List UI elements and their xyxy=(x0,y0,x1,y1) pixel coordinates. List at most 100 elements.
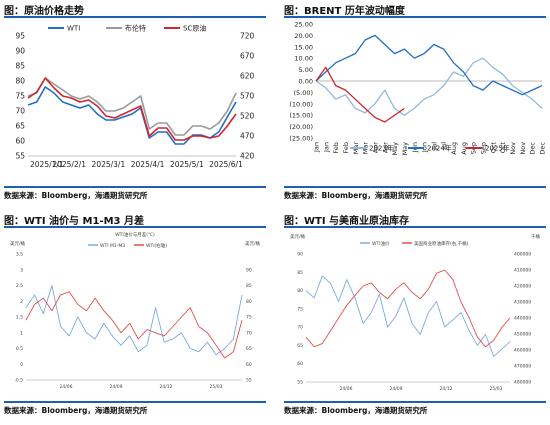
legend-label: 美国商业原油库存(右,千桶) xyxy=(414,240,469,247)
left-unit-label: 美元/桶 xyxy=(290,233,306,240)
y-tick-label: (5.00) xyxy=(293,89,313,97)
chart-crude-price-trend: 55 60 65 70 75 80 85 90 95 420 470 520 570 620 670 720 2… xyxy=(15,24,255,170)
x-tick-label: Apr xyxy=(381,142,389,154)
series-line xyxy=(305,275,511,357)
y-tick-label: (25.00) xyxy=(289,135,313,143)
y2-tick-label: 430000 xyxy=(514,300,531,306)
y-tick-label: 70 xyxy=(15,107,25,116)
y-tick-label: 90 xyxy=(15,47,25,56)
y-tick-label: 20.00 xyxy=(294,32,313,40)
title-rule xyxy=(284,226,546,228)
x-tick-label: 2025/1/1 xyxy=(30,160,64,169)
y2-tick-label: 420 xyxy=(240,152,255,161)
y2-tick-label: 480000 xyxy=(514,380,531,386)
left-unit-label: 美元/桶 xyxy=(10,240,26,247)
x-tick-label: 24/09 xyxy=(390,386,403,392)
x-tick-label: 2025/5/1 xyxy=(170,160,204,169)
x-tick-label: Nov xyxy=(509,142,517,155)
legend-label: WTI油价 xyxy=(372,240,390,247)
y-tick-label: 1.5 xyxy=(16,315,23,321)
y2-tick-label: 400000 xyxy=(514,252,531,258)
x-tick-label: May xyxy=(401,142,409,156)
y-tick-label: 3 xyxy=(20,267,23,273)
x-tick-label: Dec xyxy=(529,142,537,155)
series-line xyxy=(27,86,237,145)
y2-tick-label: 65 xyxy=(246,346,252,352)
legend-label: 2023年 xyxy=(369,144,394,153)
y-tick-label: 90 xyxy=(297,252,303,258)
x-tick-label: 2025/6/1 xyxy=(209,160,243,169)
y-tick-label: 0 xyxy=(20,362,23,368)
x-tick-label: Dec xyxy=(539,142,547,155)
legend-label: 2024年 xyxy=(427,144,452,153)
title-rule xyxy=(4,16,266,18)
y-tick-label: 60 xyxy=(297,361,303,367)
y2-tick-label: 80 xyxy=(246,299,252,305)
series-line xyxy=(315,66,405,123)
panel-brent-volatility: 图：BRENT 历年波动幅度 25.00 20.00 15.00 10.00 5.00 0… xyxy=(284,2,546,202)
y2-tick-label: 440000 xyxy=(514,316,531,322)
y-tick-label: 5.00 xyxy=(299,66,313,74)
y2-tick-label: 460000 xyxy=(514,348,531,354)
y2-tick-label: 450000 xyxy=(514,332,531,338)
y-tick-label: 75 xyxy=(15,92,25,101)
y-tick-label: 85 xyxy=(297,270,303,276)
y-tick-label: 2.5 xyxy=(16,283,23,289)
y2-tick-label: 720 xyxy=(240,32,255,41)
x-tick-label: 25/03 xyxy=(490,386,503,392)
series-line xyxy=(25,285,243,356)
x-tick-label: Aug xyxy=(450,142,458,155)
y2-tick-label: 470000 xyxy=(514,364,531,370)
x-tick-label: Jan xyxy=(322,142,330,153)
x-tick-label: 2025/2/1 xyxy=(52,160,86,169)
chart-title: WTI油价与月差(℃) xyxy=(115,231,155,238)
y2-tick-label: 670 xyxy=(240,52,255,61)
y-tick-label: 1 xyxy=(20,330,23,336)
source-rule xyxy=(284,186,546,188)
legend-label: 布伦特 xyxy=(125,24,146,33)
source-rule xyxy=(4,186,266,188)
x-tick-label: 24/06 xyxy=(60,384,73,390)
legend-label: WTI M1-M3 xyxy=(100,243,125,249)
y2-tick-label: 410000 xyxy=(514,268,531,274)
x-tick-label: Feb xyxy=(342,142,350,154)
y2-tick-label: 420000 xyxy=(514,284,531,290)
legend-label: WTI xyxy=(67,25,80,33)
y-tick-label: 0.5 xyxy=(16,346,23,352)
x-tick-label: 24/09 xyxy=(110,384,123,390)
right-unit-label: 美元/桶 xyxy=(245,240,261,247)
y-tick-label: 65 xyxy=(15,122,25,131)
y2-tick-label: 470 xyxy=(240,132,255,141)
y2-tick-label: 90 xyxy=(246,267,252,273)
y2-tick-label: 55 xyxy=(246,378,252,384)
panel-wti-us-inventory: 图：WTI 与美商业原油库存 美元/桶 千桶 90 85 80 75 70 65 60 55 400… xyxy=(284,212,546,422)
y-tick-label: 70 xyxy=(297,325,303,331)
y-tick-label: 95 xyxy=(15,32,25,41)
y-tick-label: (20.00) xyxy=(289,123,313,131)
series-line xyxy=(315,57,543,116)
panel-title: 图：BRENT 历年波动幅度 xyxy=(284,6,405,17)
y-tick-label: -0.5 xyxy=(14,378,23,384)
source-note: 数据来源：Bloomberg，海通期货研究所 xyxy=(284,191,428,200)
series-line xyxy=(27,77,237,141)
panel-title: 图：WTI 与美商业原油库存 xyxy=(284,216,410,227)
y-tick-label: (15.00) xyxy=(289,112,313,120)
source-note: 数据来源：Bloomberg，海通期货研究所 xyxy=(4,191,148,200)
source-rule xyxy=(4,401,266,403)
x-tick-label: Sep xyxy=(480,142,488,154)
panel-wti-m1m3-spread: 图：WTI 油价与 M1-M3 月差 WTI油价与月差(℃) 美元/桶 美元/桶 3.… xyxy=(4,212,266,422)
x-tick-label: 2025/3/1 xyxy=(92,160,126,169)
panel-title: 图：原油价格走势 xyxy=(4,6,84,17)
y2-tick-label: 620 xyxy=(240,72,255,81)
y2-tick-label: 570 xyxy=(240,92,255,101)
source-rule xyxy=(284,401,546,403)
y-tick-label: 10.00 xyxy=(294,55,313,63)
chart-brent-volatility: 25.00 20.00 15.00 10.00 5.00 0.00 (5.00) (10.00… xyxy=(289,21,547,156)
chart-wti-us-inventory: 美元/桶 千桶 90 85 80 75 70 65 60 55 400000 410000 420000… xyxy=(290,233,540,392)
x-tick-label: Jul xyxy=(440,142,448,151)
x-tick-label: Nov xyxy=(519,142,527,155)
x-tick-label: Oct xyxy=(499,142,507,154)
legend-label: SC原油 xyxy=(183,24,206,33)
x-tick-label: 25/03 xyxy=(210,384,223,390)
y-tick-label: 75 xyxy=(297,306,303,312)
